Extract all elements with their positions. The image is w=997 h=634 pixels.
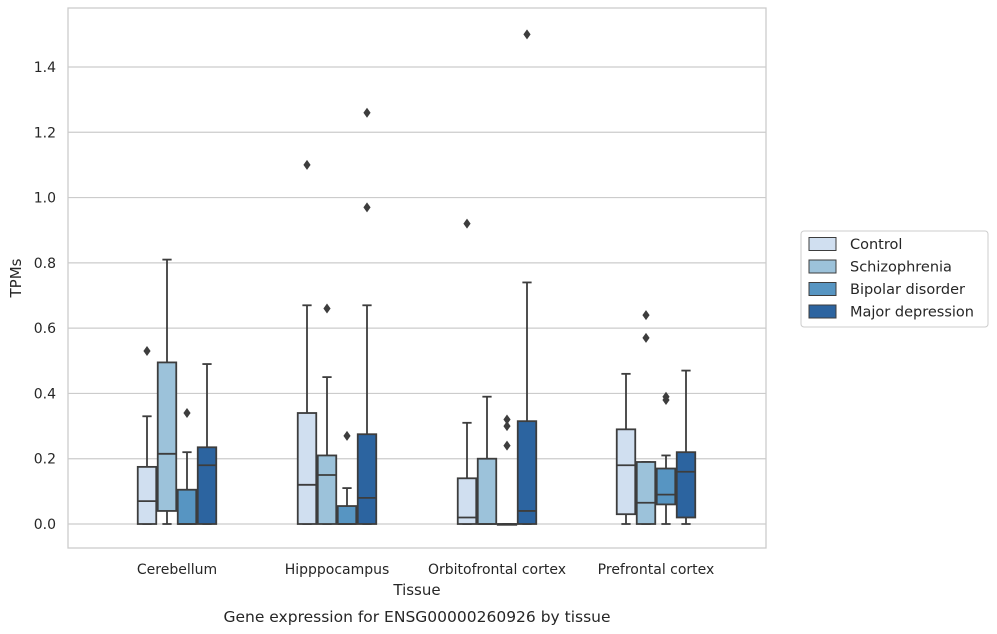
box-body — [316, 454, 338, 525]
legend-swatch — [808, 237, 837, 251]
box-group — [296, 159, 318, 525]
box-group — [516, 29, 538, 525]
boxes — [136, 29, 697, 526]
y-tick-label: 0.8 — [34, 256, 56, 272]
x-axis-label: Tissue — [392, 581, 440, 599]
box-group — [476, 395, 498, 525]
outlier-point — [463, 218, 471, 229]
box-group — [336, 430, 358, 525]
box-body — [176, 488, 198, 525]
outlier-point — [523, 29, 531, 40]
y-axis-label: TPMs — [7, 258, 25, 298]
box-group — [456, 218, 478, 525]
legend: Control Schizophrenia Bipolar disorder Majo… — [800, 230, 989, 328]
outlier-point — [503, 414, 511, 425]
box-body — [296, 412, 318, 525]
box-group — [316, 303, 338, 525]
box-group — [615, 372, 637, 525]
box-body — [516, 420, 538, 525]
box-group — [156, 258, 178, 525]
y-tick-label: 0.0 — [34, 517, 56, 533]
x-tick-label: Cerebellum — [137, 562, 217, 578]
box-body — [675, 451, 697, 519]
box-group — [196, 363, 218, 525]
y-axis-ticks: 0.0 0.2 0.4 0.6 0.8 1.0 1.2 1.4 — [34, 60, 56, 533]
outlier-point — [143, 345, 151, 356]
box-group — [496, 414, 518, 526]
outlier-point — [183, 408, 191, 419]
box-body — [356, 433, 378, 525]
x-axis-ticks: Cerebellum Hipppocampus Orbitofrontal cort… — [137, 562, 714, 578]
box-body — [136, 465, 158, 525]
chart-caption: Gene expression for ENSG00000260926 by t… — [223, 608, 610, 626]
legend-label: Bipolar disorder — [850, 282, 965, 298]
box-group — [176, 408, 198, 525]
box-body — [456, 477, 478, 525]
y-tick-label: 1.0 — [34, 191, 56, 207]
box-group — [675, 369, 697, 525]
gridlines — [68, 66, 766, 525]
legend-label: Schizophrenia — [850, 260, 952, 276]
outlier-point — [363, 107, 371, 118]
y-tick-label: 0.4 — [34, 386, 56, 402]
legend-label: Control — [850, 237, 902, 253]
outlier-point — [343, 430, 351, 441]
outlier-point — [503, 421, 511, 432]
outlier-point — [662, 391, 670, 402]
plot-area-frame — [67, 7, 767, 549]
legend-swatch — [808, 304, 837, 319]
outlier-point — [363, 202, 371, 213]
box-body — [615, 428, 637, 516]
box-body — [476, 457, 498, 525]
y-tick-label: 1.4 — [34, 60, 56, 76]
x-tick-label: Hipppocampus — [285, 562, 390, 578]
box-body — [156, 361, 178, 512]
outlier-point — [503, 440, 511, 451]
legend-swatch — [808, 259, 837, 274]
outlier-point — [642, 310, 650, 321]
legend-label: Major depression — [850, 305, 974, 321]
outlier-point — [642, 332, 650, 343]
legend-frame — [800, 230, 989, 328]
box-group — [655, 391, 677, 525]
box-body — [635, 461, 657, 525]
y-tick-label: 1.2 — [34, 125, 56, 141]
box-body — [196, 446, 218, 525]
x-tick-label: Orbitofrontal cortex — [428, 562, 566, 578]
legend-swatch — [808, 282, 837, 296]
y-tick-label: 0.2 — [34, 452, 56, 468]
box-group — [356, 107, 378, 525]
box-body — [655, 467, 677, 506]
outlier-point — [323, 303, 331, 314]
box-group — [635, 310, 657, 525]
x-tick-label: Prefrontal cortex — [598, 562, 715, 578]
outlier-point — [303, 159, 311, 170]
y-tick-label: 0.6 — [34, 321, 56, 337]
box-group — [136, 345, 158, 525]
box-body — [336, 505, 358, 525]
